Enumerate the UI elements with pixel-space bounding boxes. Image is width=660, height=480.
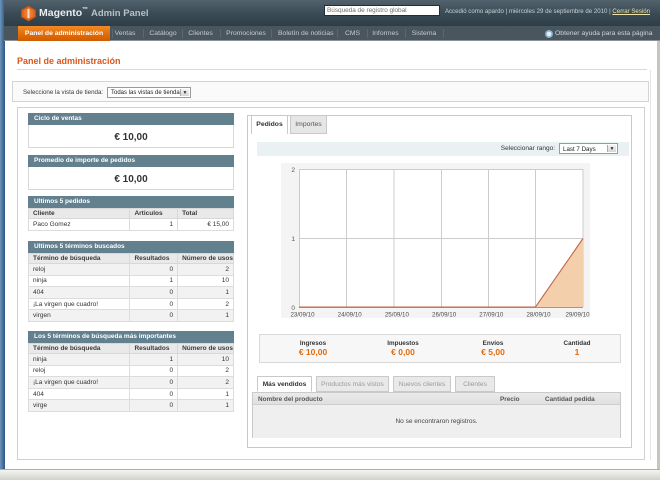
svg-text:25/09/10: 25/09/10 xyxy=(385,312,410,319)
svg-text:1: 1 xyxy=(291,236,295,243)
svg-text:2: 2 xyxy=(291,167,295,174)
svg-text:29/09/10: 29/09/10 xyxy=(565,312,590,319)
svg-text:28/09/10: 28/09/10 xyxy=(526,312,551,319)
svg-text:27/09/10: 27/09/10 xyxy=(479,312,504,319)
svg-text:23/09/10: 23/09/10 xyxy=(290,312,315,319)
svg-text:0: 0 xyxy=(291,305,295,312)
svg-text:26/09/10: 26/09/10 xyxy=(432,312,457,319)
svg-text:24/09/10: 24/09/10 xyxy=(338,312,363,319)
